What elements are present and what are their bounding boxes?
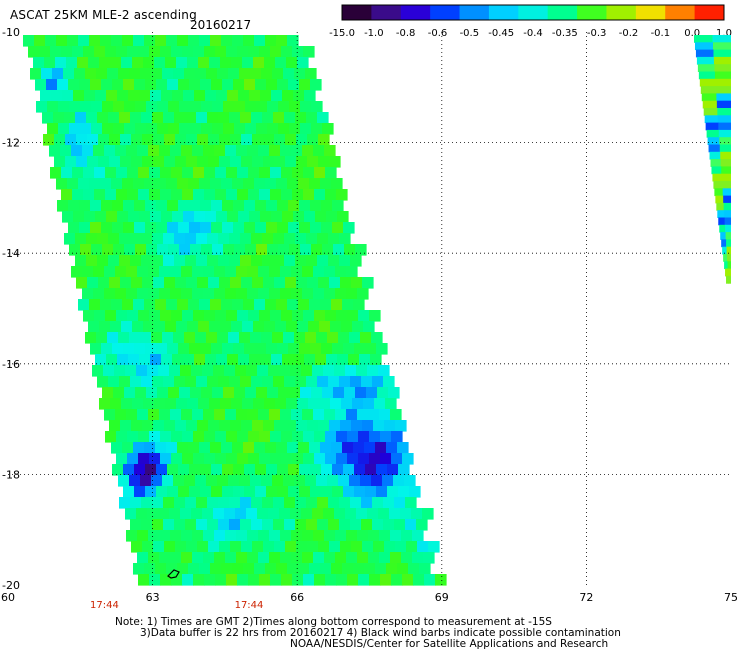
colorbar-swatch <box>342 5 372 20</box>
swath-data <box>23 35 447 586</box>
colorbar-swatch <box>577 5 607 20</box>
colorbar-label: -0.35 <box>552 28 578 39</box>
colorbar-label: -0.3 <box>587 28 607 39</box>
colorbar-swatch <box>606 5 637 20</box>
colorbar-label: -0.8 <box>396 28 416 39</box>
x-tick-label: 63 <box>146 591 160 604</box>
map-title: ASCAT 25KM MLE-2 ascending <box>10 8 197 22</box>
colorbar-label: -0.5 <box>460 28 480 39</box>
x-tick-label: 75 <box>724 591 738 604</box>
colorbar-swatch <box>518 5 549 20</box>
note-line-2: 3)Data buffer is 22 hrs from 20160217 4)… <box>140 627 621 639</box>
y-tick-label: -12 <box>2 137 20 150</box>
y-tick-label: -20 <box>2 579 20 592</box>
colorbar-swatch <box>665 5 696 20</box>
colorbar-swatch <box>459 5 490 20</box>
colorbar-label: -0.6 <box>428 28 448 39</box>
y-tick-label: -14 <box>2 247 20 260</box>
colorbar-label: -0.4 <box>523 28 543 39</box>
x-tick-label: 72 <box>579 591 593 604</box>
colorbar-swatch <box>488 5 519 20</box>
colorbar-swatch <box>400 5 431 20</box>
map-date: 20160217 <box>190 18 252 32</box>
colorbar-swatch <box>694 5 725 20</box>
colorbar-swatch <box>635 5 666 20</box>
x-tick-label: 69 <box>435 591 449 604</box>
y-tick-label: -16 <box>2 358 20 371</box>
colorbar-label: -0.45 <box>488 28 514 39</box>
swath-data-east <box>694 35 731 284</box>
colorbar-frame <box>341 4 725 21</box>
x-tick-label: 66 <box>290 591 304 604</box>
y-tick-label: -10 <box>2 26 20 39</box>
y-tick-label: -18 <box>2 468 20 481</box>
note-line-3: NOAA/NESDIS/Center for Satellite Applica… <box>290 638 609 650</box>
colorbar-swatch <box>547 5 578 20</box>
colorbar-label: -1.0 <box>364 28 384 39</box>
colorbar-label: 0.0 <box>684 28 700 39</box>
colorbar-swatch <box>371 5 402 20</box>
grid <box>8 32 731 585</box>
wind-barb-marker <box>167 569 180 579</box>
x-tick-label: 60 <box>1 591 15 604</box>
colorbar-label: -0.2 <box>619 28 639 39</box>
note-line-1: Note: 1) Times are GMT 2)Times along bot… <box>115 616 552 628</box>
time-label: 17:44 <box>235 600 264 611</box>
colorbar-label: -15.0 <box>329 28 355 39</box>
colorbar: -15.0 -1.0 -0.8 -0.6 -0.5 -0.45 -0.4 -0.35 -0.3 -… <box>329 4 732 39</box>
colorbar-label: 1.0 <box>716 28 732 39</box>
time-label: 17:44 <box>90 600 119 611</box>
colorbar-swatch <box>430 5 461 20</box>
colorbar-label: -0.1 <box>651 28 671 39</box>
